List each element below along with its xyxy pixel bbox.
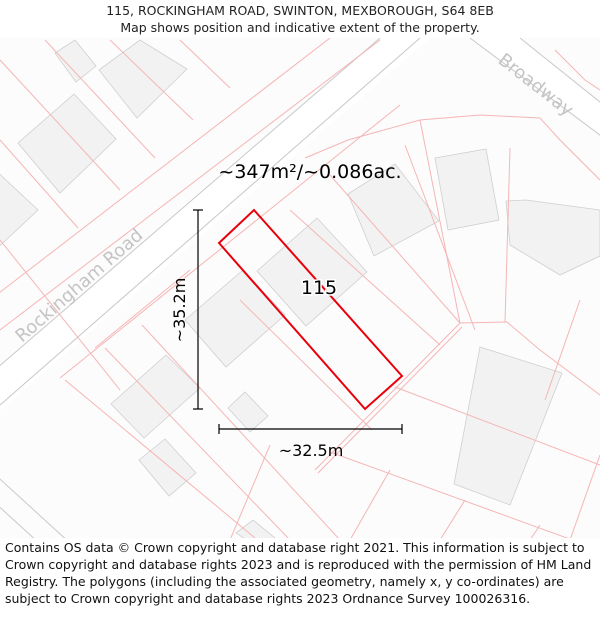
- map-subtitle: Map shows position and indicative extent…: [120, 20, 480, 35]
- map-canvas[interactable]: Rockingham Road Broadway ~347m²/~0.086ac…: [0, 38, 600, 538]
- plot-number-label: 115: [301, 277, 337, 299]
- buildings: [0, 39, 600, 538]
- rockingham-road: [0, 38, 430, 538]
- height-measure: [193, 209, 203, 410]
- map-header: 115, ROCKINGHAM ROAD, SWINTON, MEXBOROUG…: [0, 0, 600, 40]
- broadway-road: [469, 38, 600, 136]
- parcel-boundaries: [0, 38, 600, 538]
- area-label: ~347m²/~0.086ac.: [218, 161, 401, 183]
- property-outline[interactable]: [217, 208, 404, 411]
- width-measure: [218, 424, 403, 434]
- attribution-text: Contains OS data © Crown copyright and d…: [5, 540, 592, 606]
- height-measure-label: ~35.2m: [170, 278, 189, 343]
- property-address: 115, ROCKINGHAM ROAD, SWINTON, MEXBOROUG…: [106, 3, 494, 18]
- width-measure-label: ~32.5m: [279, 441, 344, 460]
